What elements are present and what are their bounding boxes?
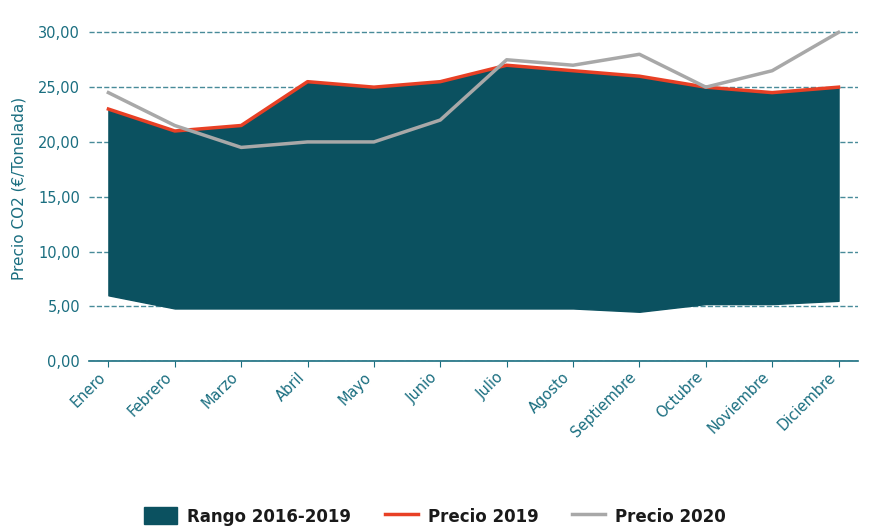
Y-axis label: Precio CO2 (€/Tonelada): Precio CO2 (€/Tonelada) — [12, 97, 27, 280]
Legend: Rango 2016-2019, Precio 2019, Precio 2020: Rango 2016-2019, Precio 2019, Precio 202… — [137, 501, 733, 531]
